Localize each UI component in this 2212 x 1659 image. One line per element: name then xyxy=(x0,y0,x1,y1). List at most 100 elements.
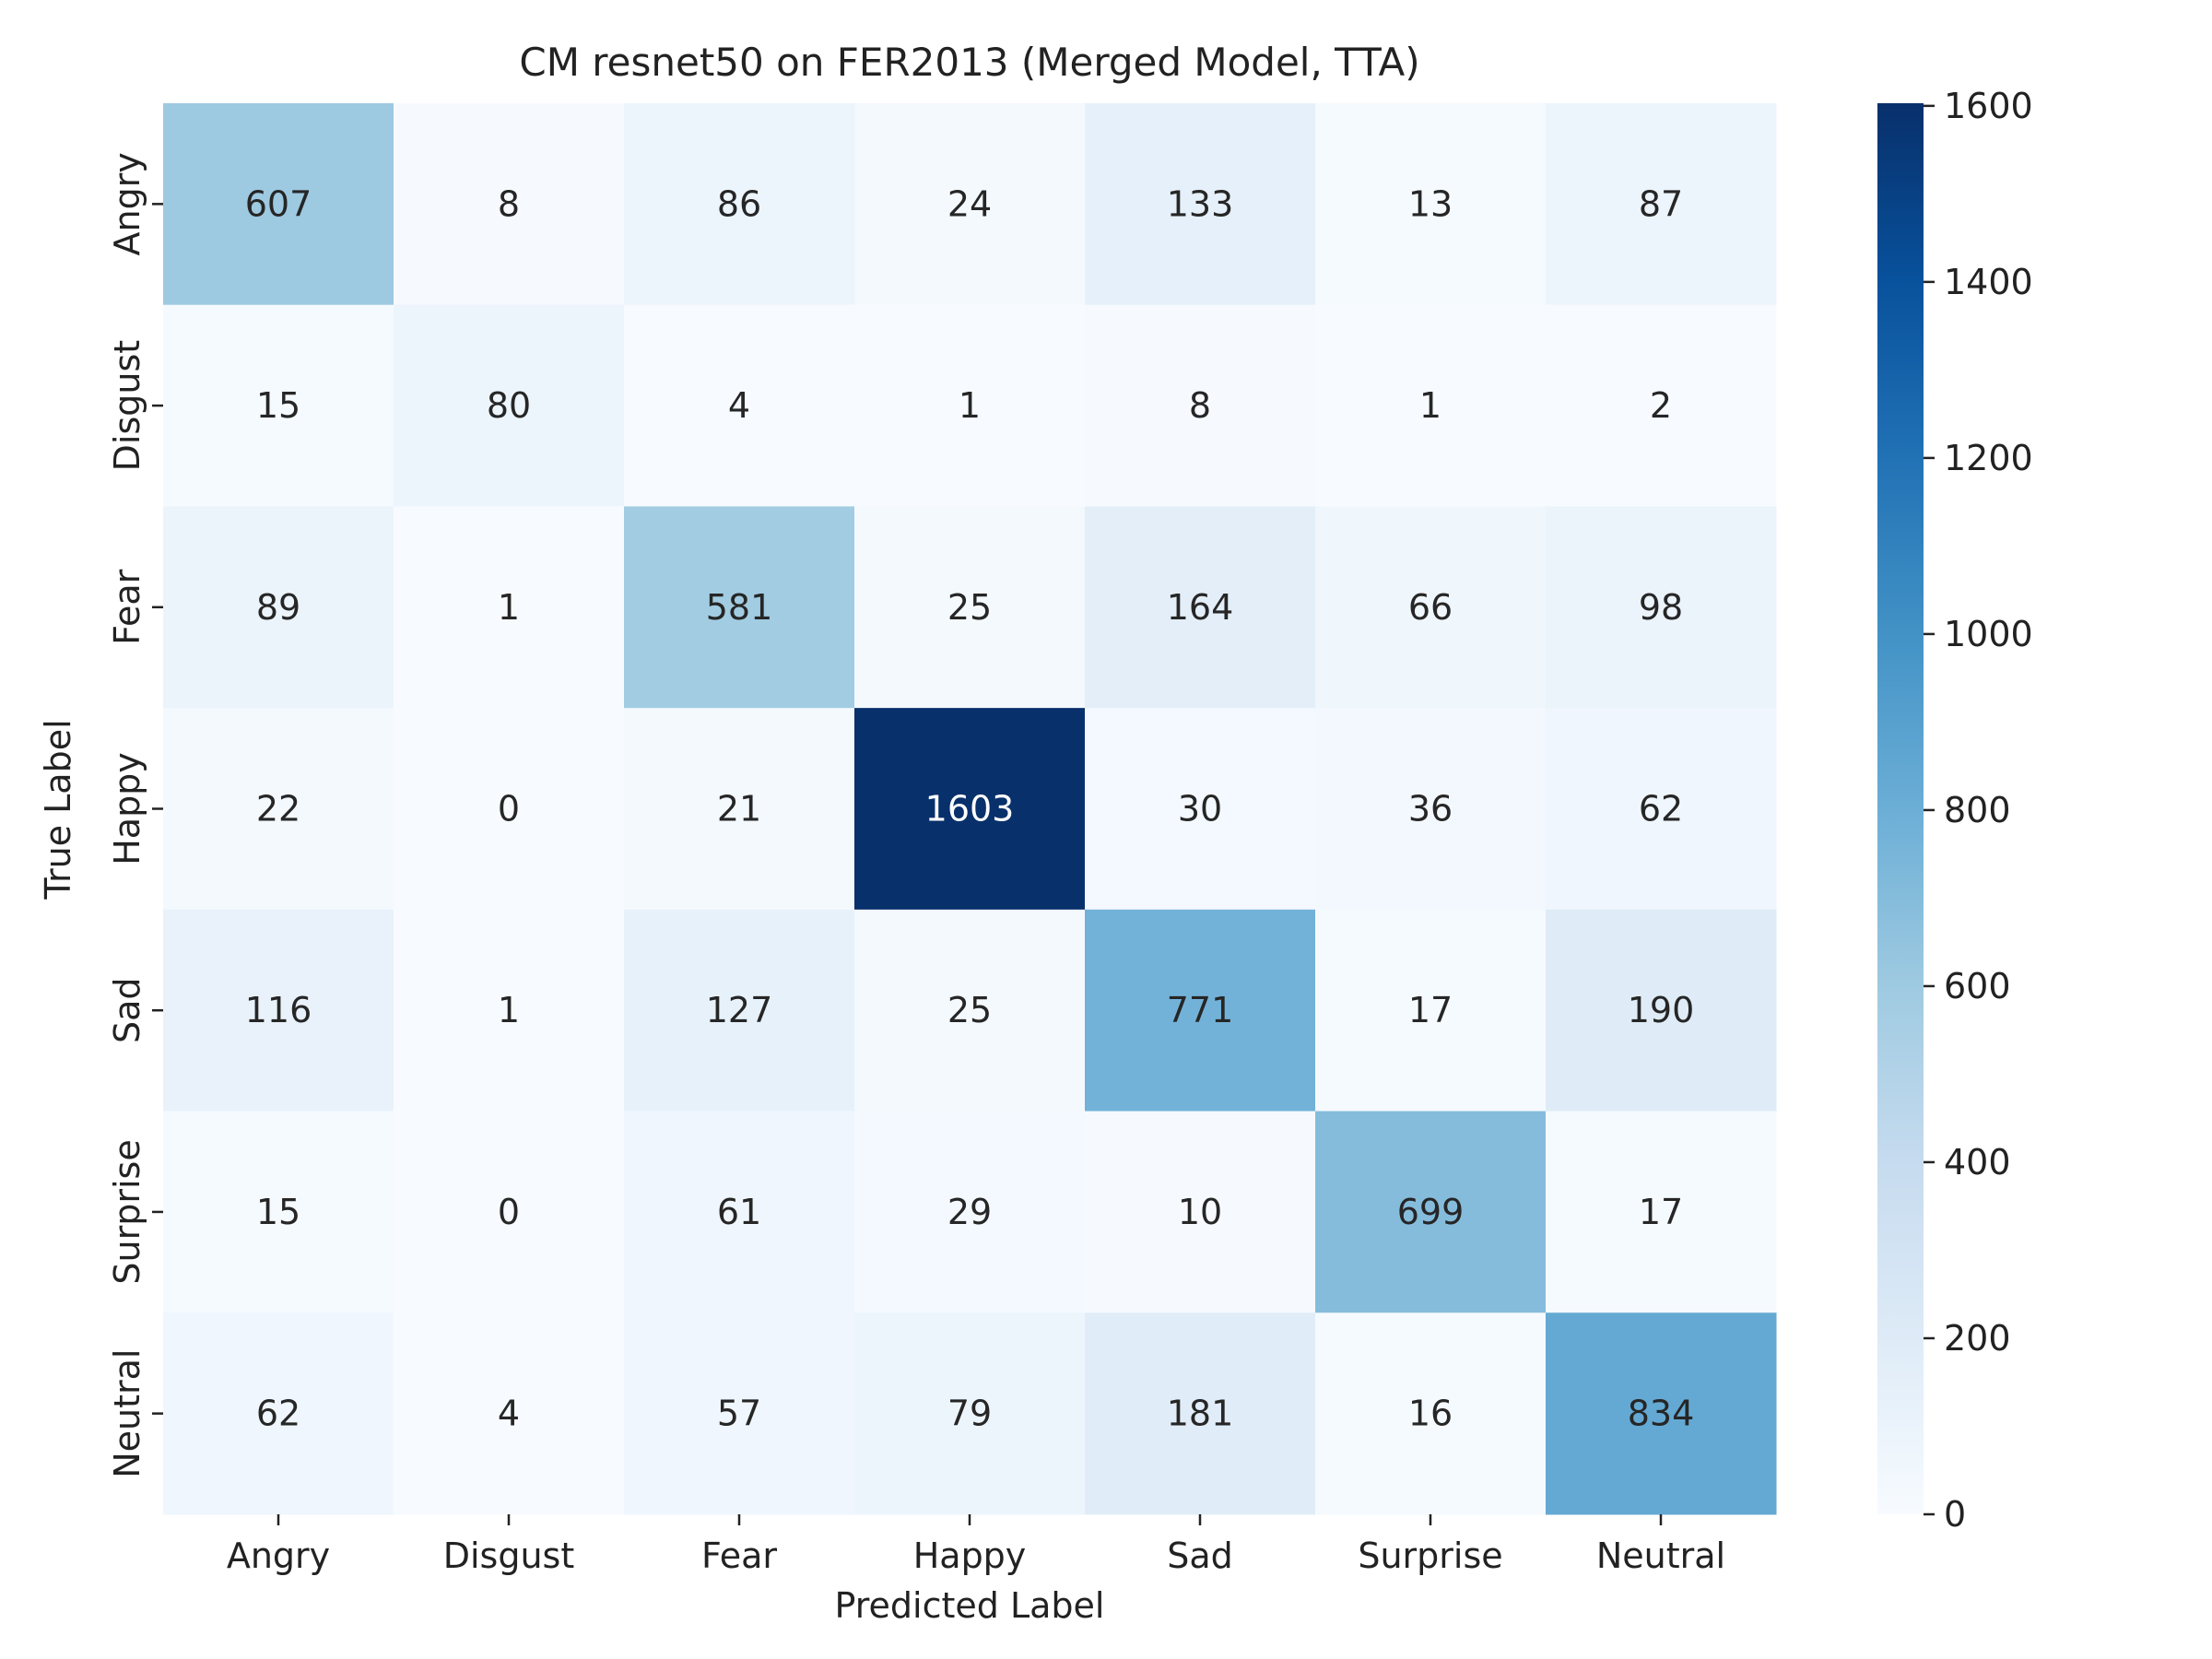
cell-value-label: 8 xyxy=(1189,385,1211,426)
heatmap-cell xyxy=(394,304,625,507)
heatmap-cell xyxy=(394,909,625,1112)
colorbar-tick-label: 200 xyxy=(1944,1318,2011,1359)
cell-value-label: 61 xyxy=(717,1192,761,1232)
x-tick-label: Happy xyxy=(913,1535,1027,1576)
heatmap-cell xyxy=(624,909,855,1112)
cell-value-label: 607 xyxy=(245,183,312,224)
heatmap-cell xyxy=(1085,1312,1316,1515)
cell-value-label: 133 xyxy=(1167,183,1234,224)
heatmap-cell xyxy=(624,1312,855,1515)
cell-value-label: 17 xyxy=(1639,1192,1683,1232)
colorbar-tick-label: 1000 xyxy=(1944,614,2033,654)
cell-value-label: 581 xyxy=(706,587,773,628)
cell-value-label: 24 xyxy=(947,183,992,224)
cell-value-label: 164 xyxy=(1167,587,1234,628)
colorbar xyxy=(1877,103,1924,1514)
x-tick-label: Sad xyxy=(1167,1535,1233,1576)
cell-value-label: 190 xyxy=(1628,990,1695,1030)
cell-value-label: 127 xyxy=(706,990,773,1030)
colorbar-tick-label: 1400 xyxy=(1944,262,2033,302)
heatmap-cell xyxy=(163,1312,394,1515)
x-axis-label: Predicted Label xyxy=(835,1585,1105,1626)
heatmap-cell xyxy=(1546,1312,1777,1515)
cell-value-label: 79 xyxy=(947,1394,992,1434)
heatmap-cell xyxy=(163,103,394,306)
cell-value-label: 0 xyxy=(498,789,520,830)
cell-value-label: 36 xyxy=(1408,789,1453,830)
y-tick-label: Happy xyxy=(107,752,147,865)
heatmap-cell xyxy=(624,103,855,306)
cell-value-label: 699 xyxy=(1397,1192,1465,1232)
heatmap-cell xyxy=(624,708,855,911)
heatmap-cell xyxy=(1315,304,1547,507)
cell-value-label: 86 xyxy=(717,183,761,224)
x-tick-label: Disgust xyxy=(443,1535,575,1576)
y-tick-label: Neutral xyxy=(107,1349,147,1478)
heatmap-cell xyxy=(854,103,1086,306)
cell-value-label: 17 xyxy=(1408,990,1453,1030)
cell-value-label: 25 xyxy=(947,587,992,628)
cell-value-label: 181 xyxy=(1167,1394,1234,1434)
colorbar-tick-label: 400 xyxy=(1944,1142,2011,1182)
heatmap-cell xyxy=(1546,909,1777,1112)
cell-value-label: 4 xyxy=(498,1394,520,1434)
colorbar-tick-label: 1200 xyxy=(1944,438,2033,478)
heatmap-cell xyxy=(624,506,855,709)
x-tick-label: Fear xyxy=(701,1535,777,1576)
y-tick-label: Disgust xyxy=(107,340,147,472)
heatmap-cell xyxy=(854,909,1086,1112)
y-tick-label: Fear xyxy=(107,569,147,644)
cell-value-label: 89 xyxy=(256,587,300,628)
heatmap-cell xyxy=(624,1111,855,1313)
heatmap-cell xyxy=(1546,708,1777,911)
x-tick-label: Angry xyxy=(227,1535,330,1576)
colorbar-tick-label: 0 xyxy=(1944,1494,1966,1535)
x-tick-label: Surprise xyxy=(1358,1535,1502,1576)
heatmap-cell xyxy=(1085,506,1316,709)
cell-value-label: 80 xyxy=(487,385,531,426)
heatmap-cell xyxy=(854,1312,1086,1515)
heatmap-cell xyxy=(1085,103,1316,306)
heatmap-cell xyxy=(854,304,1086,507)
cell-value-label: 4 xyxy=(728,385,750,426)
cell-value-label: 16 xyxy=(1408,1394,1453,1434)
cell-value-label: 98 xyxy=(1639,587,1683,628)
cell-value-label: 2 xyxy=(1650,385,1672,426)
cell-value-label: 1603 xyxy=(925,789,1015,830)
heatmap-cell xyxy=(1315,1111,1547,1313)
cell-value-label: 1 xyxy=(498,990,520,1030)
heatmap-cell xyxy=(163,304,394,507)
colorbar-ticks: 0 200 400 600 800 1000 1200 1400 1600 xyxy=(1924,86,2033,1535)
cell-value-label: 15 xyxy=(256,385,300,426)
cell-value-label: 1 xyxy=(1419,385,1441,426)
cell-value-label: 116 xyxy=(245,990,312,1030)
y-tick-label: Sad xyxy=(107,977,147,1043)
cell-value-label: 57 xyxy=(717,1394,761,1434)
heatmap-cell xyxy=(1315,708,1547,911)
colorbar-tick-label: 1600 xyxy=(1944,86,2033,126)
cell-value-label: 1 xyxy=(498,587,520,628)
heatmap-cell xyxy=(394,1312,625,1515)
colorbar-tick-label: 600 xyxy=(1944,966,2011,1006)
cell-value-label: 771 xyxy=(1167,990,1234,1030)
cell-value-label: 62 xyxy=(1639,789,1683,830)
y-tick-label: Angry xyxy=(107,152,147,255)
y-axis-ticks: Angry Disgust Fear Happy Sad Surprise Neutral xyxy=(107,152,163,1478)
cell-value-label: 8 xyxy=(498,183,520,224)
x-axis-ticks: Angry Disgust Fear Happy Sad Surprise Neutral xyxy=(227,1514,1725,1576)
x-tick-label: Neutral xyxy=(1596,1535,1725,1576)
heatmap-cell xyxy=(854,506,1086,709)
cell-value-label: 25 xyxy=(947,990,992,1030)
heatmap-cell xyxy=(624,304,855,507)
heatmap-cell xyxy=(854,708,1086,911)
heatmap-cell xyxy=(1085,909,1316,1112)
heatmap-cell xyxy=(1085,1111,1316,1313)
heatmap-cell xyxy=(1315,909,1547,1112)
y-tick-label: Surprise xyxy=(107,1139,147,1284)
heatmap-cell xyxy=(1085,708,1316,911)
heatmap-cell xyxy=(1546,1111,1777,1313)
cell-value-label: 834 xyxy=(1628,1394,1695,1434)
cell-value-label: 66 xyxy=(1408,587,1453,628)
cell-value-label: 13 xyxy=(1408,183,1453,224)
